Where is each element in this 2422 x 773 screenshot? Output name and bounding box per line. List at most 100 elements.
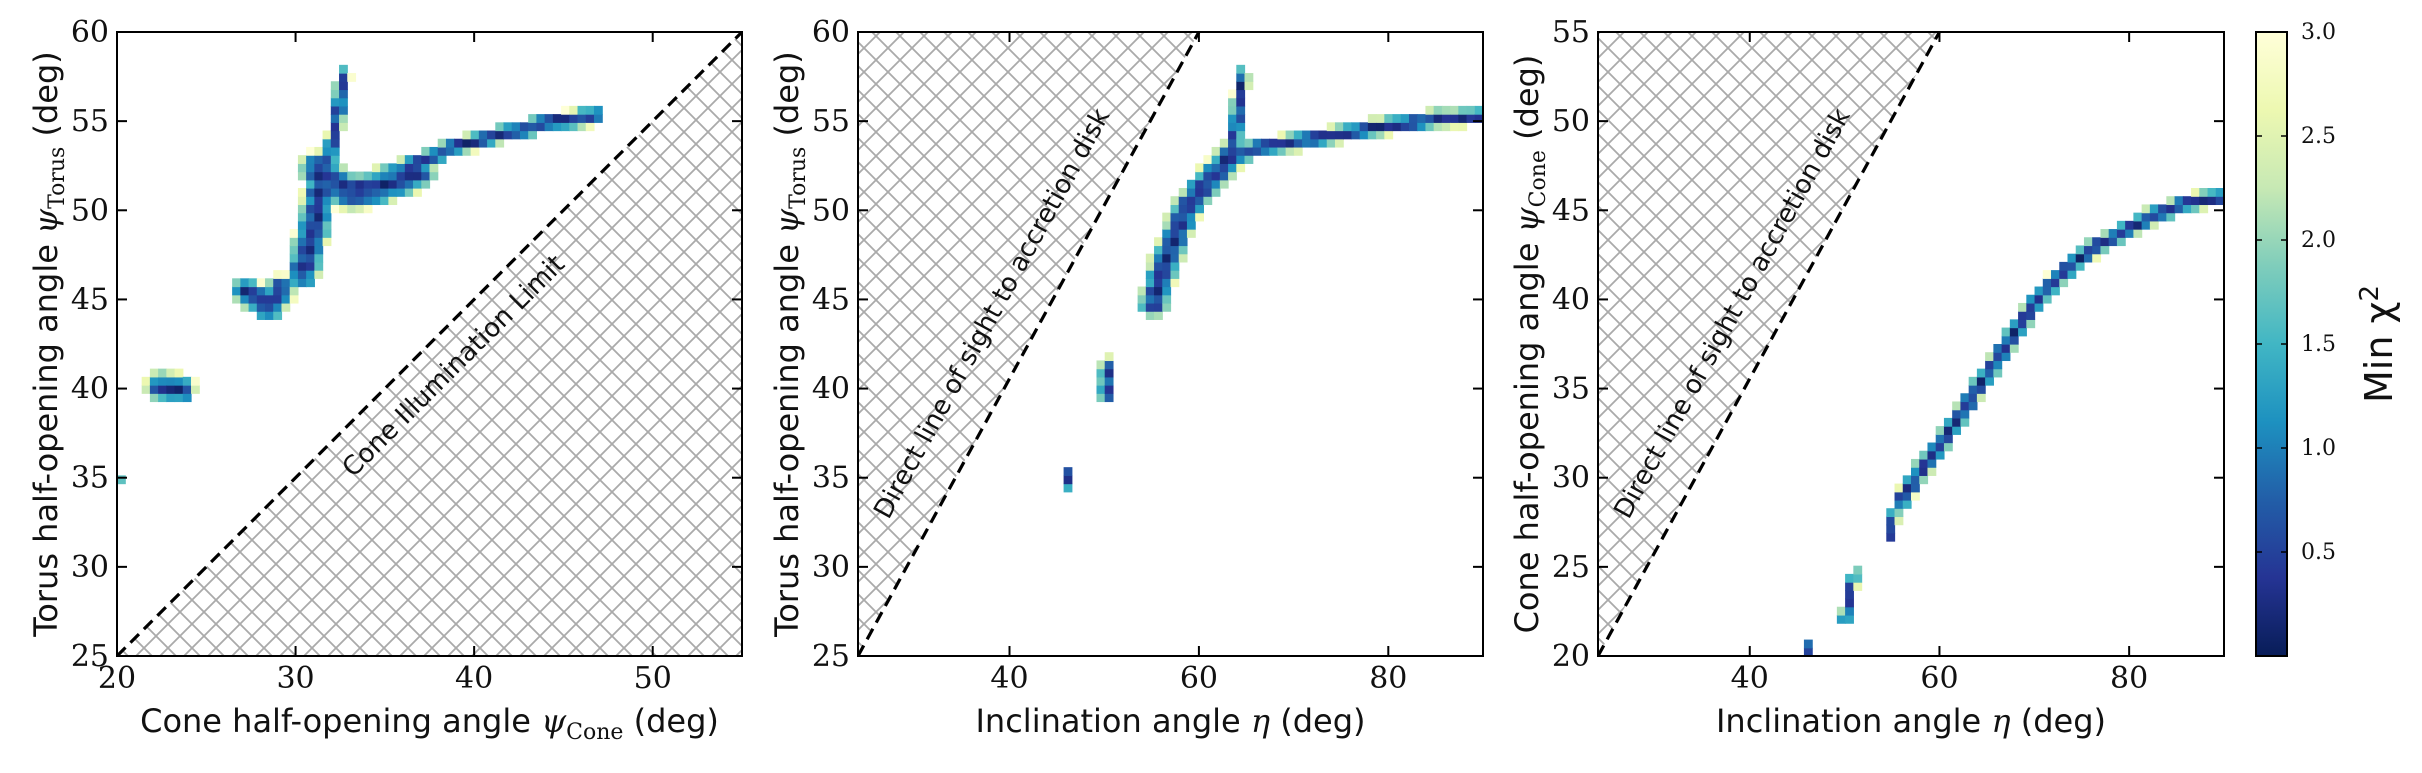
- heatmap-cell: [371, 188, 381, 197]
- heatmap-cell: [314, 261, 324, 271]
- y-tick-label: 55: [812, 104, 850, 139]
- heatmap-cell: [322, 196, 332, 206]
- heatmap-cell: [1927, 467, 1937, 476]
- heatmap-cell: [462, 138, 472, 148]
- heatmap-cell: [330, 179, 340, 189]
- heatmap-cell: [495, 138, 505, 148]
- heatmap-cell: [1154, 286, 1163, 296]
- heatmap-cell: [1154, 294, 1163, 304]
- heatmap-cell: [281, 270, 291, 279]
- heatmap-cell: [544, 114, 554, 123]
- heatmap-cell: [1104, 352, 1114, 362]
- heatmap-cell: [248, 302, 258, 312]
- colorbar-tick-label: 1.5: [2301, 332, 2336, 357]
- heatmap-cell: [577, 122, 587, 132]
- heatmap-cell: [421, 163, 431, 173]
- heatmap-cell: [1935, 434, 1945, 444]
- heatmap-cell: [1968, 401, 1978, 411]
- heatmap-cell: [2042, 286, 2052, 296]
- heatmap-cell: [577, 114, 587, 123]
- heatmap-cell: [355, 188, 365, 197]
- heatmap-cell: [2166, 212, 2176, 222]
- heatmap-cell: [1985, 368, 1994, 378]
- heatmap-cell: [158, 385, 167, 394]
- heatmap-cell: [273, 294, 283, 304]
- colorbar-tick-label: 0.5: [2301, 540, 2336, 565]
- heatmap-cell: [1203, 188, 1213, 197]
- heatmap-cell: [1302, 130, 1311, 140]
- heatmap-cell: [1154, 237, 1163, 247]
- heatmap-cell: [421, 171, 431, 181]
- heatmap-cell: [1960, 409, 1970, 419]
- heatmap-cell: [256, 311, 266, 320]
- heatmap-cell: [1450, 105, 1459, 115]
- heatmap-cell: [1384, 130, 1394, 140]
- heatmap-cell: [1845, 598, 1854, 608]
- heatmap-cell: [1803, 639, 1813, 649]
- heatmap-cell: [1466, 105, 1476, 115]
- heatmap-cell: [2067, 270, 2077, 279]
- heatmap-cell: [593, 114, 603, 123]
- heatmap-cell: [1252, 138, 1262, 148]
- heatmap-cell: [149, 376, 159, 386]
- colorbar-tick-label: 2.0: [2301, 228, 2336, 253]
- heatmap-cell: [182, 376, 192, 386]
- heatmap-cell: [2100, 237, 2110, 247]
- heatmap-cell: [273, 286, 283, 296]
- heatmap-cell: [1096, 360, 1106, 370]
- heatmap-cell: [297, 237, 307, 247]
- heatmap-cell: [544, 122, 554, 132]
- heatmap-cell: [1170, 196, 1180, 206]
- heatmap-cell: [371, 171, 381, 181]
- heatmap-cell: [577, 105, 587, 115]
- heatmap-cell: [1845, 614, 1854, 624]
- heatmap-cell: [1170, 237, 1180, 247]
- heatmap-cell: [1170, 212, 1180, 222]
- heatmap-cell: [1178, 253, 1188, 263]
- heatmap-cell: [413, 155, 422, 164]
- heatmap-cell: [281, 302, 291, 312]
- heatmap-cell: [2092, 245, 2102, 255]
- heatmap-cell: [1195, 188, 1204, 197]
- heatmap-cell: [470, 138, 480, 148]
- heatmap-cell: [2059, 270, 2069, 279]
- heatmap-cell: [1236, 138, 1246, 148]
- heatmap-cell: [1985, 376, 1994, 386]
- heatmap-cell: [1154, 302, 1163, 312]
- heatmap-cell: [1935, 450, 1945, 460]
- heatmap-cell: [1203, 179, 1213, 189]
- heatmap-cell: [314, 188, 324, 197]
- heatmap-cell: [388, 171, 398, 181]
- heatmap-cell: [339, 89, 348, 99]
- heatmap-cell: [1195, 204, 1204, 214]
- heatmap-cell: [1894, 491, 1904, 501]
- heatmap-cell: [1886, 516, 1896, 526]
- heatmap-cell: [1244, 81, 1254, 91]
- heatmap-cell: [1219, 138, 1229, 148]
- heatmap-cell: [273, 302, 283, 312]
- heatmap-cell: [289, 253, 299, 263]
- heatmap-cell: [1219, 146, 1229, 156]
- heatmap-cell: [1326, 130, 1336, 140]
- heatmap-cell: [1162, 302, 1172, 312]
- heatmap-cell: [1466, 114, 1476, 123]
- heatmap-cell: [306, 196, 315, 206]
- heatmap-cell: [2215, 188, 2224, 197]
- y-tick-label: 30: [71, 550, 109, 585]
- heatmap-cell: [306, 270, 315, 279]
- heatmap-cell: [1976, 376, 1986, 386]
- heatmap-cell: [355, 179, 365, 189]
- heatmap-cell: [158, 376, 167, 386]
- heatmap-cell: [2199, 204, 2209, 214]
- heatmap-cell: [322, 204, 332, 214]
- heatmap-cell: [1993, 368, 2003, 378]
- heatmap-cell: [2199, 188, 2209, 197]
- y-axis-label: Cone half-opening angle ψCone (deg): [1508, 55, 1551, 634]
- heatmap-cell: [330, 89, 340, 99]
- heatmap-cell: [1145, 311, 1155, 320]
- heatmap-cell: [1853, 573, 1863, 583]
- heatmap-cell: [1211, 163, 1221, 173]
- heatmap-cell: [1236, 73, 1246, 82]
- heatmap-cell: [2018, 311, 2027, 320]
- heatmap-cell: [363, 196, 373, 206]
